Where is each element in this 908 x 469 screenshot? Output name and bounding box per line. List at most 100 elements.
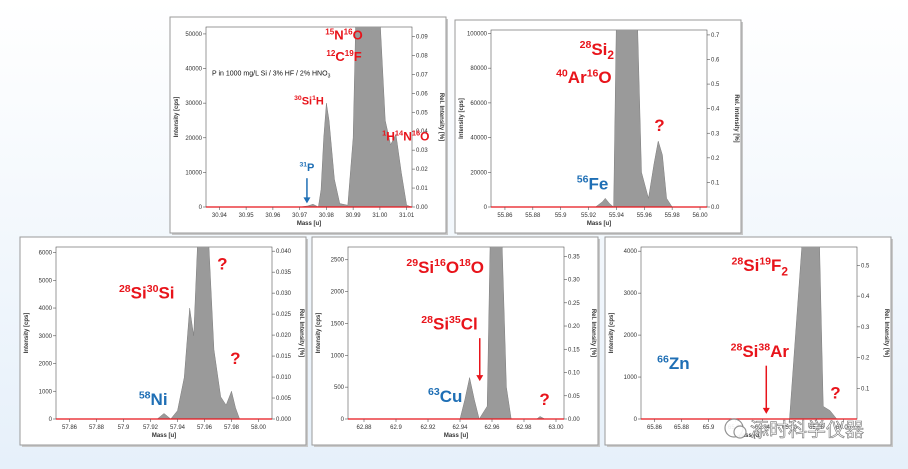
x-tick-label: 58.00 <box>251 425 267 431</box>
isotope-mass: 16 <box>587 67 599 79</box>
y2-tick-label: 0.05 <box>416 110 428 116</box>
x-tick-label: 30.96 <box>265 213 281 219</box>
y-tick-label: 5000 <box>39 278 53 284</box>
isotope-mass: 38 <box>758 341 770 353</box>
element-symbol: Fe <box>588 174 608 193</box>
isotope-mass: 1 <box>312 95 316 102</box>
y-axis-label: Intensity [cps] <box>609 313 615 354</box>
element-symbol: O <box>446 258 459 277</box>
x-tick-label: 62.92 <box>420 425 436 431</box>
y2-tick-label: 0.03 <box>416 148 428 154</box>
isotope-mass: 1 <box>382 129 386 138</box>
watermark: 添时科学仪器 <box>750 419 864 441</box>
y2-tick-label: 0.35 <box>568 254 580 260</box>
spectrum-area <box>348 247 564 419</box>
y-tick-label: 4000 <box>624 249 638 255</box>
isotope-mass: 28 <box>119 283 131 295</box>
isotope-mass: 28 <box>421 314 433 326</box>
element-symbol: Si <box>302 95 312 107</box>
x-tick-label: 57.88 <box>89 425 105 431</box>
y2-axis-label: Rel. Intensity [%] <box>590 309 596 357</box>
y2-tick-label: 0.2 <box>711 156 720 162</box>
y-tick-label: 6000 <box>39 251 53 257</box>
element-symbol: Si <box>131 284 147 303</box>
element-symbol: O <box>353 28 363 43</box>
isotope-mass: 63 <box>428 386 440 398</box>
element-symbol: O <box>598 68 611 87</box>
x-tick-label: 57.92 <box>143 425 159 431</box>
element-symbol: Cl <box>461 315 478 334</box>
y2-tick-label: 0.7 <box>711 33 720 39</box>
x-tick-label: 30.99 <box>346 213 362 219</box>
y2-tick-label: 0.20 <box>568 324 580 330</box>
annotation: 28Si38Ar <box>731 341 790 361</box>
x-axis-label: Mass [u] <box>737 433 761 439</box>
x-tick-label: 30.97 <box>292 213 308 219</box>
y-tick-label: 0 <box>484 205 488 211</box>
y2-tick-label: 0.015 <box>276 354 292 360</box>
x-tick-label: 65.86 <box>647 425 663 431</box>
element-symbol: Si <box>591 40 607 59</box>
x-tick-label: 30.94 <box>212 213 228 219</box>
y-tick-label: 1000 <box>39 389 53 395</box>
y-tick-label: 0 <box>634 417 638 423</box>
element-symbol: P <box>307 162 314 174</box>
y-tick-label: 2000 <box>39 362 53 368</box>
isotope-mass: 30 <box>294 95 302 102</box>
y2-tick-label: 0.00 <box>416 205 428 211</box>
x-tick-label: 55.96 <box>637 213 653 219</box>
y2-tick-label: 0.0 <box>711 205 720 211</box>
annotation: 28Si2 <box>580 39 615 62</box>
arrow-head <box>762 407 770 414</box>
plot-area <box>347 246 565 420</box>
x-tick-label: 57.98 <box>224 425 240 431</box>
isotope-mass: 31 <box>299 162 307 169</box>
y2-tick-label: 0.15 <box>568 347 580 353</box>
y-tick-label: 40000 <box>185 67 202 73</box>
y-tick-label: 3000 <box>39 334 53 340</box>
y-tick-label: 2500 <box>331 258 345 264</box>
y2-tick-label: 0.005 <box>276 396 292 402</box>
x-tick-label: 55.92 <box>581 213 597 219</box>
x-tick-label: 62.9 <box>390 425 402 431</box>
x-tick-label: 65.94 <box>755 425 771 431</box>
y-tick-label: 50000 <box>185 32 202 38</box>
isotope-mass: 16 <box>434 257 446 269</box>
y2-tick-label: 0.000 <box>276 417 292 423</box>
isotope-mass: 58 <box>139 389 151 401</box>
y-tick-label: 2000 <box>624 333 638 339</box>
annotation: 1H14N16O <box>382 129 429 144</box>
spectrum-area <box>56 247 272 419</box>
x-tick-label: 62.96 <box>484 425 500 431</box>
isotope-mass: 15 <box>325 27 334 36</box>
y-axis-label: Intensity [cps] <box>24 313 30 354</box>
y2-axis-label: Rel. Intensity [%] <box>298 309 304 357</box>
element-symbol: Ni <box>151 390 168 409</box>
y2-tick-label: 0.02 <box>416 167 428 173</box>
isotope-mass: 12 <box>326 49 335 58</box>
y2-tick-label: 0.07 <box>416 72 428 78</box>
annotation: 56Fe <box>577 174 609 194</box>
isotope-mass: 16 <box>344 27 353 36</box>
y-tick-label: 80000 <box>470 66 487 72</box>
x-tick-label: 55.86 <box>497 213 513 219</box>
element-symbol: ? <box>217 254 227 273</box>
subscript: 2 <box>781 264 788 278</box>
isotope-mass: 19 <box>345 49 354 58</box>
isotope-mass: 29 <box>406 257 418 269</box>
arrow-head <box>303 197 311 204</box>
y2-tick-label: 0.010 <box>276 375 292 381</box>
y-axis-label: Intensity [cps] <box>459 98 465 139</box>
annotation: 29Si16O18O <box>406 257 484 277</box>
isotope-mass: 16 <box>412 129 420 138</box>
y-tick-label: 20000 <box>470 170 487 176</box>
y2-tick-label: 0.10 <box>568 371 580 377</box>
y2-tick-label: 0.020 <box>276 333 292 339</box>
element-symbol: O <box>471 258 484 277</box>
y2-tick-label: 0.25 <box>568 301 580 307</box>
x-tick-label: 30.95 <box>239 213 255 219</box>
y2-tick-label: 0.1 <box>711 180 720 186</box>
y2-tick-label: 0.2 <box>861 356 870 362</box>
element-symbol: ? <box>654 116 664 135</box>
